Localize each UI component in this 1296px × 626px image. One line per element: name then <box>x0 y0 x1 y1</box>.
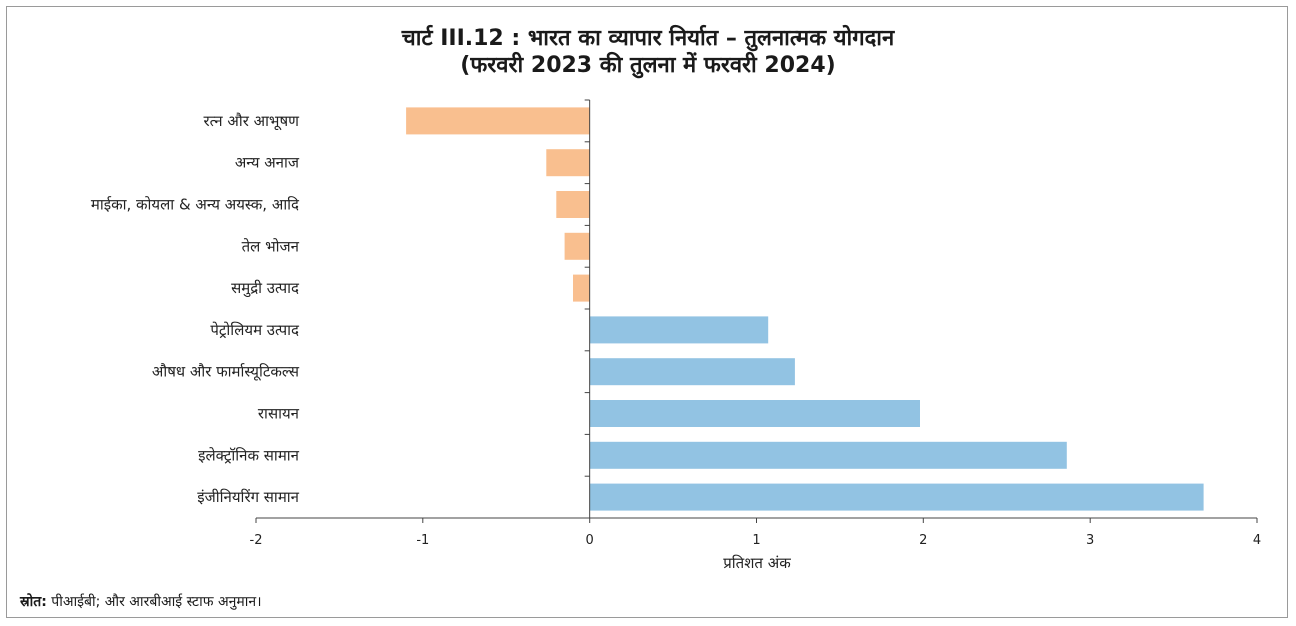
bar-2 <box>556 191 590 218</box>
category-label-7: रासायन <box>258 405 300 423</box>
chart-frame <box>6 6 1288 618</box>
x-tick-label-6: 4 <box>1253 533 1261 548</box>
bar-0 <box>406 107 590 135</box>
category-label-5: पेट्रोलियम उत्पाद <box>210 321 300 339</box>
x-axis-title: प्रतिशत अंक <box>723 554 791 572</box>
chart-subtitle: (फरवरी 2023 की तुलना में फरवरी 2024) <box>460 53 836 78</box>
bars-group: रत्न और आभूषण अन्य अनाज माईका, कोयला & अन्… <box>91 107 1204 511</box>
bar-7 <box>589 400 920 427</box>
x-tick-label-0: -2 <box>250 533 263 548</box>
category-label-6: औषध और फार्मास्यूटिकल्स <box>152 363 300 382</box>
bar-chart: रत्न और आभूषण अन्य अनाज माईका, कोयला & अन्… <box>91 99 1261 572</box>
category-label-3: तेल भोजन <box>242 237 300 255</box>
chart-title: चार्ट III.12 : भारत का व्यापार निर्यात –… <box>401 26 895 51</box>
category-label-0: रत्न और आभूषण <box>204 112 301 131</box>
category-label-8: इलेक्ट्रॉनिक सामान <box>198 446 300 464</box>
bar-4 <box>573 274 590 302</box>
category-label-2: माईका, कोयला & अन्य अयस्क, आदि <box>91 196 300 214</box>
x-tick-label-4: 2 <box>919 533 927 548</box>
bar-5 <box>589 316 769 344</box>
category-label-9: इंजीनियरिंग सामान <box>197 488 299 506</box>
axes-group: -2 -1 0 1 2 3 4 <box>250 99 1261 548</box>
category-label-4: समुद्री उत्पाद <box>231 279 300 298</box>
bar-1 <box>546 149 590 177</box>
bar-6 <box>589 358 795 386</box>
source-note: स्रोत: पीआईबी; और आरबीआई स्टाफ अनुमान। <box>20 592 262 611</box>
category-label-1: अन्य अनाज <box>235 154 300 172</box>
source-text: पीआईबी; और आरबीआई स्टाफ अनुमान। <box>46 594 262 610</box>
x-tick-label-2: 0 <box>586 533 594 548</box>
bar-8 <box>589 441 1067 469</box>
x-tick-label-5: 3 <box>1086 533 1094 548</box>
source-label: स्रोत: <box>20 594 47 610</box>
bar-9 <box>589 483 1204 511</box>
bar-3 <box>564 232 590 260</box>
x-tick-label-1: -1 <box>416 533 429 548</box>
x-tick-label-3: 1 <box>752 533 760 548</box>
